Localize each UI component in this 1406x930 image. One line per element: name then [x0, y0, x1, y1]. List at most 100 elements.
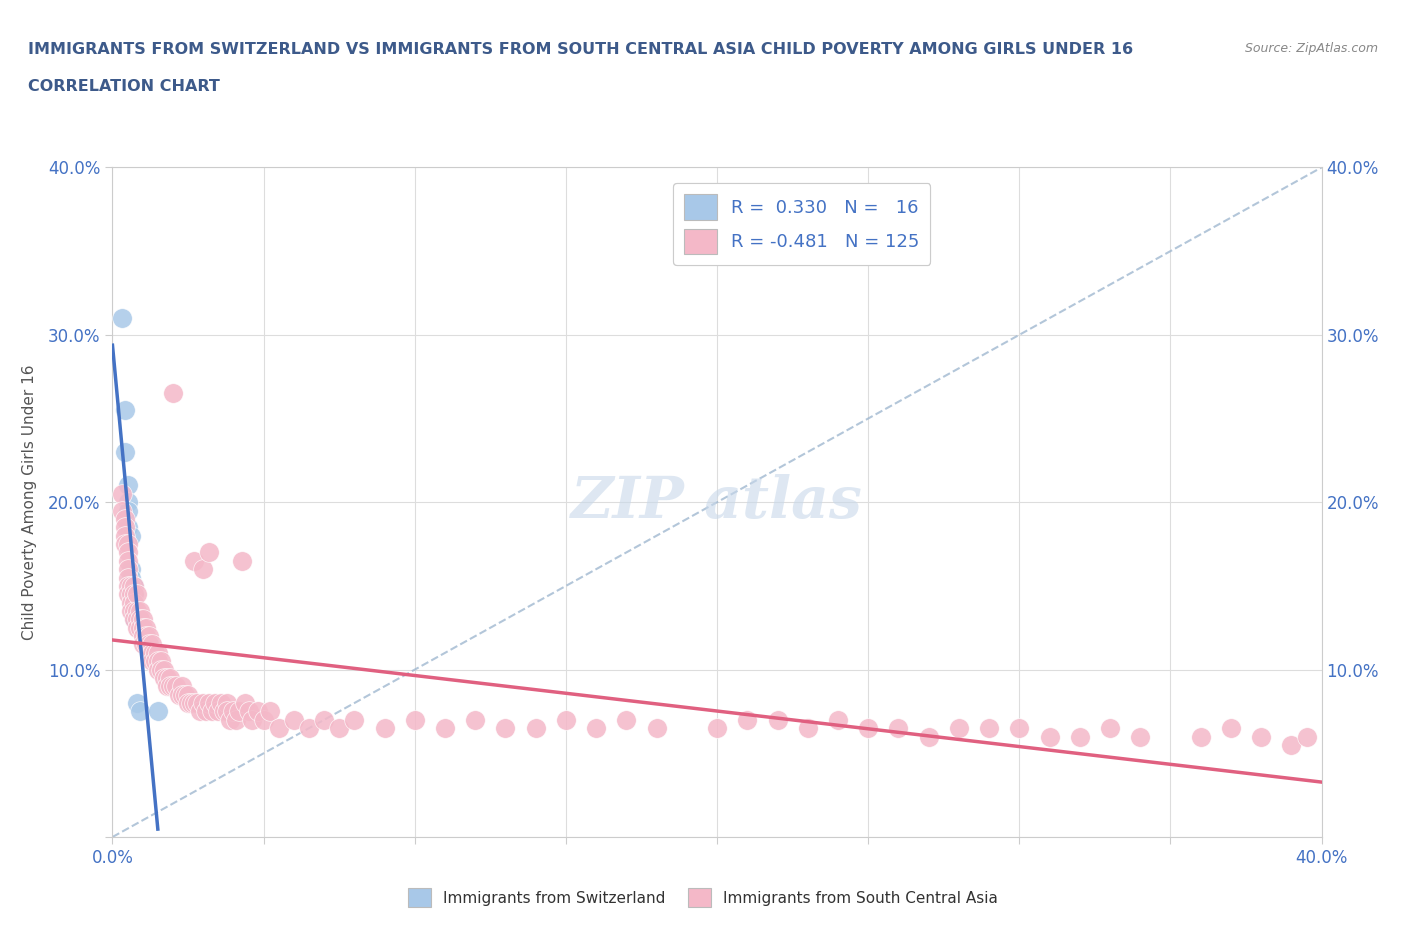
Point	[141, 654, 163, 669]
Point	[198, 696, 221, 711]
Point	[117, 478, 139, 493]
Point	[195, 704, 218, 719]
Point	[135, 637, 157, 652]
Point	[110, 311, 132, 325]
Point	[156, 671, 179, 685]
Text: Source: ZipAtlas.com: Source: ZipAtlas.com	[1244, 42, 1378, 55]
Point	[343, 712, 366, 727]
Point	[146, 654, 169, 669]
Point	[177, 696, 200, 711]
Point	[214, 704, 236, 719]
Point	[135, 629, 157, 644]
Point	[138, 645, 160, 660]
Point	[918, 729, 941, 744]
Point	[585, 721, 607, 736]
Point	[125, 620, 148, 635]
Point	[856, 721, 880, 736]
Point	[170, 687, 193, 702]
Point	[132, 612, 155, 627]
Point	[207, 704, 229, 719]
Point	[240, 712, 263, 727]
Point	[159, 679, 181, 694]
Point	[238, 704, 260, 719]
Point	[125, 587, 148, 602]
Point	[135, 620, 157, 635]
Point	[141, 637, 163, 652]
Point	[180, 696, 202, 711]
Point	[1069, 729, 1091, 744]
Point	[198, 545, 221, 560]
Point	[117, 562, 139, 577]
Point	[177, 687, 200, 702]
Point	[117, 553, 139, 568]
Point	[132, 637, 155, 652]
Point	[267, 721, 290, 736]
Text: ZIP atlas: ZIP atlas	[571, 474, 863, 530]
Point	[433, 721, 456, 736]
Point	[1098, 721, 1121, 736]
Point	[114, 403, 136, 418]
Point	[217, 704, 239, 719]
Point	[204, 696, 226, 711]
Point	[117, 587, 139, 602]
Point	[1129, 729, 1152, 744]
Point	[1008, 721, 1031, 736]
Point	[117, 520, 139, 535]
Point	[191, 696, 214, 711]
Point	[283, 712, 305, 727]
Point	[174, 687, 197, 702]
Legend: Immigrants from Switzerland, Immigrants from South Central Asia: Immigrants from Switzerland, Immigrants …	[402, 883, 1004, 913]
Point	[235, 696, 257, 711]
Point	[114, 445, 136, 459]
Point	[259, 704, 281, 719]
Point	[110, 486, 132, 501]
Point	[117, 578, 139, 593]
Point	[128, 704, 150, 719]
Point	[122, 578, 145, 593]
Point	[616, 712, 638, 727]
Point	[191, 562, 214, 577]
Point	[165, 679, 187, 694]
Point	[149, 654, 172, 669]
Point	[146, 662, 169, 677]
Point	[706, 721, 728, 736]
Point	[167, 687, 190, 702]
Y-axis label: Child Poverty Among Girls Under 16: Child Poverty Among Girls Under 16	[22, 365, 37, 640]
Point	[298, 721, 321, 736]
Point	[464, 712, 486, 727]
Point	[228, 704, 250, 719]
Point	[404, 712, 426, 727]
Point	[146, 645, 169, 660]
Point	[217, 696, 239, 711]
Point	[117, 545, 139, 560]
Point	[120, 570, 142, 585]
Point	[737, 712, 759, 727]
Point	[495, 721, 517, 736]
Point	[132, 629, 155, 644]
Point	[183, 553, 205, 568]
Point	[122, 578, 145, 593]
Point	[162, 386, 184, 401]
Point	[120, 562, 142, 577]
Point	[253, 712, 276, 727]
Point	[219, 712, 242, 727]
Point	[138, 637, 160, 652]
Point	[125, 612, 148, 627]
Point	[122, 595, 145, 610]
Point	[120, 587, 142, 602]
Point	[222, 704, 245, 719]
Point	[1038, 729, 1062, 744]
Point	[1220, 721, 1243, 736]
Point	[153, 662, 176, 677]
Point	[125, 696, 148, 711]
Point	[128, 604, 150, 618]
Point	[141, 645, 163, 660]
Point	[122, 587, 145, 602]
Point	[122, 612, 145, 627]
Point	[328, 721, 350, 736]
Point	[114, 528, 136, 543]
Text: CORRELATION CHART: CORRELATION CHART	[28, 79, 219, 94]
Point	[225, 712, 247, 727]
Point	[114, 537, 136, 551]
Point	[162, 679, 184, 694]
